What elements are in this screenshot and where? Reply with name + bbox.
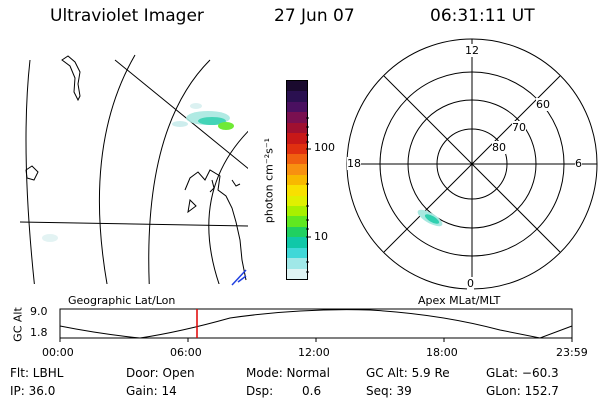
colorbar-band [287,153,307,165]
colorbar-band [287,91,307,102]
mlt-label-left: 18 [347,157,361,170]
colorbar-tick-label: 10 [314,230,328,243]
coastline [209,179,215,193]
colorbar-band [287,81,307,92]
geo-lat-arc [208,130,248,284]
colorbar-band [287,185,307,196]
colorbar-band [287,164,307,175]
altitude-tick-label: 1.8 [30,326,48,339]
time-tick-label: 06:00 [170,346,202,359]
time-tick-label: 12:00 [298,346,330,359]
colorbar-band [287,216,307,227]
geo-lon-line [20,221,248,227]
seq-status: Seq: 39 [366,384,412,398]
colorbar-band [287,122,307,134]
colorbar-band [287,268,307,280]
coastline [25,165,39,181]
polar-plot-caption: Apex MLat/MLT [418,294,501,307]
time-tick-label: 00:00 [42,346,74,359]
geo-lat-arc [148,59,211,284]
colorbar [286,80,308,280]
mlat-label: 60 [536,98,550,111]
altitude-tick-label: 9.0 [30,305,48,318]
footprint-mark [231,269,247,286]
dsp-value: 0.6 [302,384,322,398]
colorbar-band [287,112,307,123]
mlt-label-bottom: 0 [467,277,474,290]
colorbar-band [287,133,307,144]
colorbar-band [287,174,307,186]
colorbar-band [287,226,307,238]
colorbar-band [287,143,307,154]
instrument-title: Ultraviolet Imager [50,6,204,26]
dsp-label: Dsp: [246,384,274,398]
geo-lat-arc [25,59,35,284]
observation-time: 06:31:11 UT [430,6,535,26]
colorbar-band [287,247,307,259]
polar-aurora-emission [417,209,443,227]
observation-date: 27 Jun 07 [274,6,355,26]
time-tick-label: 18:00 [426,346,458,359]
mlat-label: 80 [492,141,506,154]
geo-lat-arc [98,54,136,284]
colorbar-band [287,206,307,217]
time-tick-label: 23:59 [556,346,588,359]
altitude-axis-label: GC Alt [11,307,25,342]
glat-status: GLat: −60.3 [486,366,559,380]
mode-status: Mode: Normal [246,366,330,380]
coastline [187,198,197,214]
aurora-emission [42,103,234,242]
gc-alt-status: GC Alt: 5.9 Re [366,366,450,380]
coastline [61,55,81,102]
mlt-label-right: 6 [575,157,582,170]
door-status: Door: Open [126,366,195,380]
altitude-curve [59,309,573,339]
mlat-label: 70 [512,121,526,134]
ip-status: IP: 36.0 [10,384,56,398]
geo-lon-line [114,59,248,170]
colorbar-band [287,258,307,269]
coastline [184,169,247,281]
filter-status: Flt: LBHL [10,366,64,380]
colorbar-band [287,195,307,207]
mlt-label-top: 12 [465,44,479,57]
colorbar-unit-label: photon cm⁻²s⁻¹ [262,137,276,224]
coastline [231,179,241,187]
gain-status: Gain: 14 [126,384,177,398]
glon-status: GLon: 152.7 [486,384,559,398]
colorbar-band [287,101,307,113]
colorbar-tick-label: 100 [314,141,335,154]
colorbar-band [287,237,307,248]
geo-map-caption: Geographic Lat/Lon [68,294,176,307]
